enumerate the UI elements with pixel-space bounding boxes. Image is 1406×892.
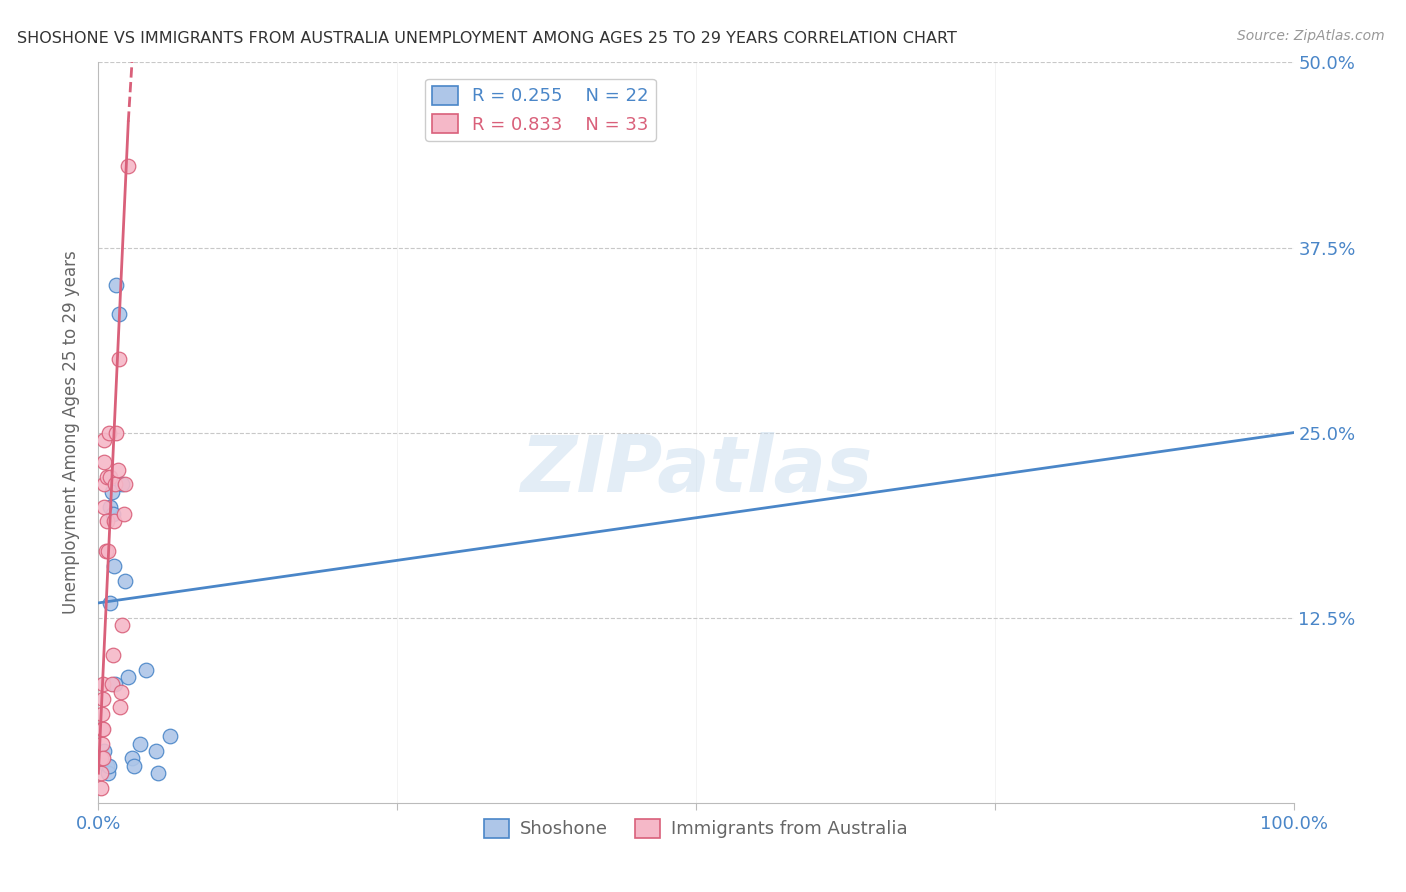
Point (93, 455, 115, 469)
Y-axis label: Unemployment Among Ages 25 to 29 years: Unemployment Among Ages 25 to 29 years (62, 251, 80, 615)
Point (96, 515, 118, 529)
Point (91, 677, 114, 691)
Point (104, 677, 127, 691)
Point (111, 477, 134, 491)
Point (97, 766, 120, 780)
Text: SHOSHONE VS IMMIGRANTS FROM AUSTRALIA UNEMPLOYMENT AMONG AGES 25 TO 29 YEARS COR: SHOSHONE VS IMMIGRANTS FROM AUSTRALIA UN… (17, 31, 956, 46)
Point (108, 699, 131, 714)
Point (124, 758, 146, 772)
Point (111, 618, 134, 632)
Point (96, 758, 118, 772)
Point (114, 574, 136, 588)
Point (91, 722, 114, 736)
Legend: Shoshone, Immigrants from Australia: Shoshone, Immigrants from Australia (477, 812, 915, 846)
Point (91, 751, 114, 765)
Point (103, 515, 125, 529)
Point (91, 737, 114, 751)
Point (93, 500, 115, 514)
Point (98, 758, 121, 772)
Point (96, 470, 118, 484)
Point (98, 425, 121, 440)
Point (90, 780, 112, 795)
Point (100, 484, 122, 499)
Point (148, 766, 170, 780)
Point (110, 685, 132, 699)
Point (105, 425, 128, 440)
Point (98, 596, 122, 610)
Point (94, 544, 117, 558)
Point (117, 670, 139, 684)
Point (100, 677, 122, 691)
Point (114, 477, 136, 491)
Point (91, 722, 114, 736)
Point (91, 706, 114, 721)
Point (91, 692, 114, 706)
Point (98, 470, 122, 484)
Point (145, 744, 167, 758)
Point (104, 477, 127, 491)
Point (107, 351, 129, 366)
Point (93, 744, 115, 758)
Point (101, 507, 124, 521)
Point (107, 462, 129, 476)
Point (129, 737, 152, 751)
Point (112, 507, 135, 521)
Point (97, 544, 120, 558)
Point (93, 477, 115, 491)
Point (103, 558, 125, 573)
Point (90, 751, 112, 765)
Point (159, 729, 181, 743)
Point (135, 663, 157, 677)
Point (101, 648, 124, 662)
Text: ZIPatlas: ZIPatlas (520, 432, 872, 508)
Point (105, 277, 128, 292)
Point (121, 751, 143, 765)
Point (90, 766, 112, 780)
Text: Source: ZipAtlas.com: Source: ZipAtlas.com (1237, 29, 1385, 43)
Point (107, 307, 129, 321)
Point (93, 433, 115, 447)
Point (98, 500, 122, 514)
Point (117, 159, 139, 173)
